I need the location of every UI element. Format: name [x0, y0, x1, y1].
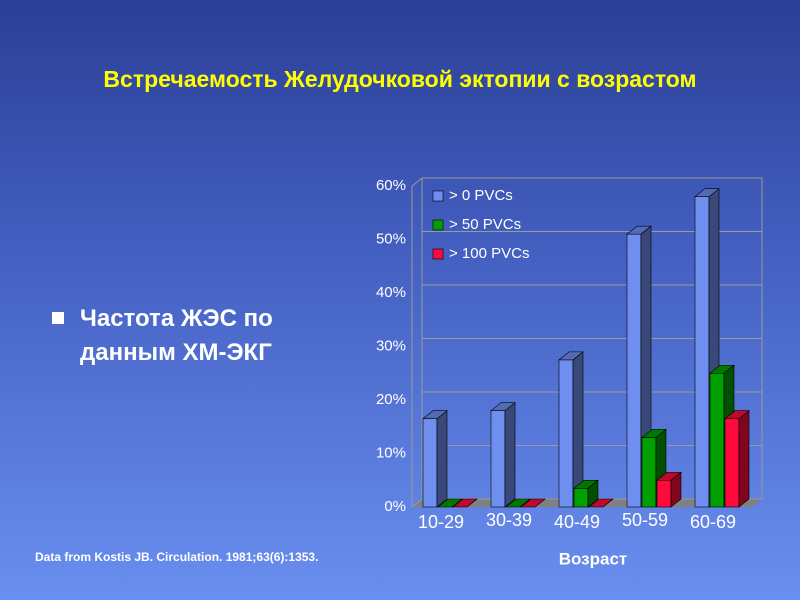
bar-top — [490, 402, 516, 412]
bar-front — [656, 479, 672, 508]
bar-top — [709, 364, 735, 374]
bar-top — [573, 479, 599, 489]
y-tick-label: 50% — [376, 230, 406, 247]
bar-front — [422, 418, 438, 508]
bar-top — [422, 410, 448, 420]
x-tick-label: 10-29 — [418, 512, 464, 532]
y-tick-label: 0% — [384, 498, 406, 515]
legend-swatch — [432, 248, 444, 260]
bar-side — [436, 410, 448, 508]
legend-label: > 0 PVCs — [449, 187, 513, 204]
bar-front — [490, 410, 506, 508]
bar — [588, 498, 614, 508]
slide-title: Встречаемость Желудочковой эктопии с воз… — [103, 66, 697, 92]
bar-top — [626, 225, 652, 235]
bar — [490, 402, 516, 508]
legend-label: > 100 PVCs — [449, 245, 529, 262]
bar-front — [709, 372, 725, 508]
bar — [573, 479, 599, 508]
legend-label: > 50 PVCs — [449, 216, 521, 233]
source-note: Data from Kostis JB. Circulation. 1981;6… — [35, 550, 319, 564]
x-tick-label: 30-39 — [486, 510, 532, 530]
bar-top — [452, 498, 478, 508]
bar — [558, 351, 584, 508]
y-tick-label: 20% — [376, 391, 406, 408]
y-tick-label: 40% — [376, 284, 406, 301]
bar — [656, 471, 682, 508]
y-tick-label: 10% — [376, 444, 406, 461]
bar-side — [738, 410, 750, 508]
y-tick-label: 30% — [376, 337, 406, 354]
bar — [724, 410, 750, 508]
bar-side — [504, 402, 516, 508]
x-tick-label: 60-69 — [690, 512, 736, 532]
legend-swatch — [432, 190, 444, 202]
bar-top — [558, 351, 584, 361]
y-tick-label: 60% — [376, 177, 406, 194]
bar-top — [588, 498, 614, 508]
bar — [422, 410, 448, 508]
bar-top — [505, 498, 531, 508]
bar — [452, 498, 478, 508]
bar-top — [694, 188, 720, 197]
x-tick-label: 50-59 — [622, 510, 668, 530]
side-wall-edge — [411, 498, 423, 508]
bar-top — [724, 410, 750, 420]
bar — [520, 498, 546, 508]
bar-front — [573, 487, 589, 508]
bar — [505, 498, 531, 508]
x-tick-label: 40-49 — [554, 512, 600, 532]
bullet-marker — [52, 312, 64, 324]
side-wall-edge — [411, 177, 423, 187]
bar-top — [641, 429, 667, 438]
bar — [437, 498, 463, 508]
bullet-text: Частота ЖЭС по данным ХМ-ЭКГ — [80, 305, 273, 366]
bar-front — [694, 196, 710, 508]
bar-front — [626, 233, 642, 508]
bar-top — [520, 498, 546, 508]
bar-front — [724, 418, 740, 508]
bar-front — [641, 437, 657, 508]
bar-top — [437, 498, 463, 508]
bar-front — [558, 359, 574, 508]
legend-swatch — [432, 219, 444, 231]
x-axis-title: Возраст — [559, 549, 628, 568]
bar-top — [656, 471, 682, 481]
